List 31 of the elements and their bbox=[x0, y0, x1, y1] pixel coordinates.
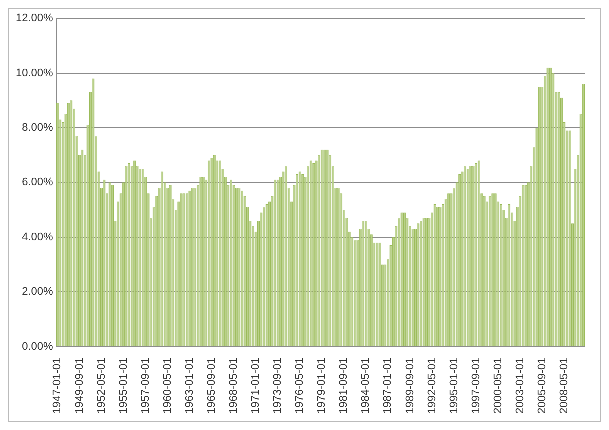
x-tick-label: 1947-01-01 bbox=[52, 358, 64, 414]
x-tick-label: 1979-01-01 bbox=[316, 358, 328, 414]
y-tick-label: 0.00% bbox=[22, 340, 54, 353]
x-tick-label: 1984-05-01 bbox=[360, 358, 372, 414]
x-tick-label: 1952-05-01 bbox=[96, 358, 108, 414]
y-tick-label: 12.00% bbox=[16, 12, 54, 25]
x-tick-label: 1960-05-01 bbox=[162, 358, 174, 414]
x-tick-label: 1963-01-01 bbox=[184, 358, 196, 414]
x-tick-label: 1995-01-01 bbox=[448, 358, 460, 414]
x-tick-label: 2003-01-01 bbox=[514, 358, 526, 414]
y-tick-label: 6.00% bbox=[22, 176, 54, 189]
x-tick-label: 1992-05-01 bbox=[426, 358, 438, 414]
x-tick-label: 1971-01-01 bbox=[250, 358, 262, 414]
x-tick-label: 2000-05-01 bbox=[492, 358, 504, 414]
x-tick-label: 1976-05-01 bbox=[294, 358, 306, 414]
x-tick-label: 1957-09-01 bbox=[140, 358, 152, 414]
x-tick-label: 1955-01-01 bbox=[118, 358, 130, 414]
x-tick-label: 1987-01-01 bbox=[382, 358, 394, 414]
x-tick-label: 1968-05-01 bbox=[228, 358, 240, 414]
x-tick-label: 2005-09-01 bbox=[536, 358, 548, 414]
x-tick-label: 1965-09-01 bbox=[206, 358, 218, 414]
y-tick-label: 4.00% bbox=[22, 231, 54, 244]
x-tick-label: 1997-09-01 bbox=[470, 358, 482, 414]
x-tick-label: 1981-09-01 bbox=[338, 358, 350, 414]
x-tick-label: 1973-09-01 bbox=[272, 358, 284, 414]
y-tick-label: 2.00% bbox=[22, 286, 54, 298]
y-tick-label: 10.00% bbox=[16, 67, 54, 80]
y-tick-label: 8.00% bbox=[22, 122, 54, 134]
x-tick-label: 2008-05-01 bbox=[558, 358, 571, 414]
x-tick-label: 1989-09-01 bbox=[404, 358, 416, 414]
x-tick-label: 1949-09-01 bbox=[74, 358, 86, 414]
